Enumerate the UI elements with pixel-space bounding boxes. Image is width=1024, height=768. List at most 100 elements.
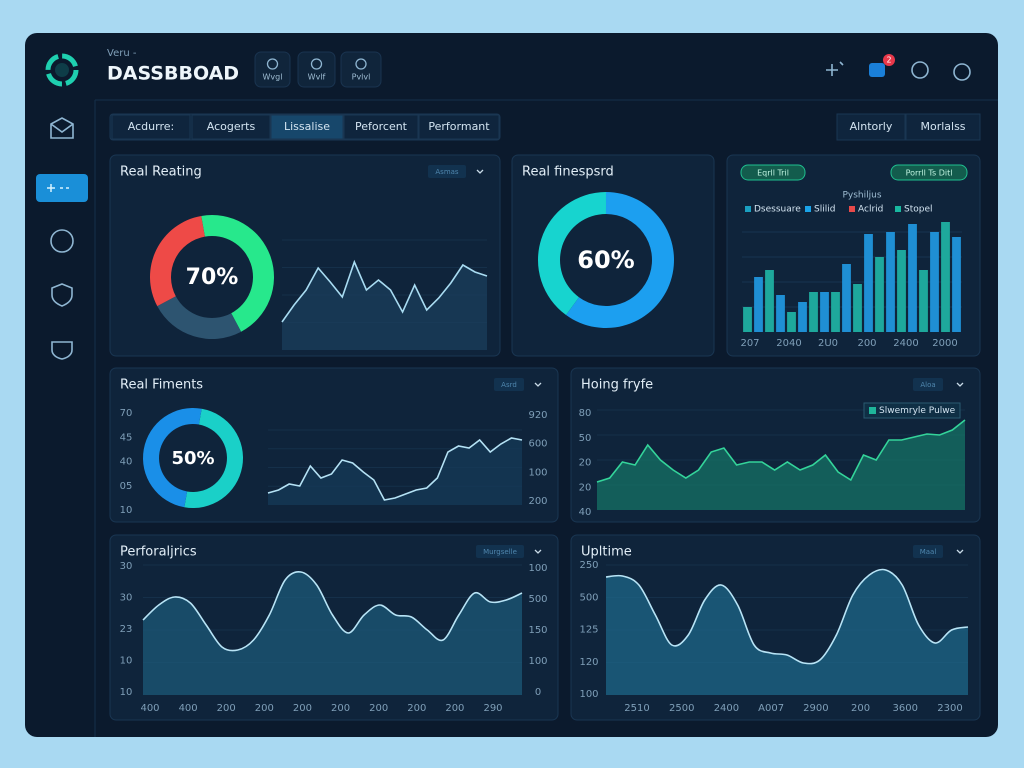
bar bbox=[897, 250, 906, 332]
axis-label: 2900 bbox=[803, 703, 828, 714]
area-line bbox=[605, 568, 969, 665]
axis-label: 0 bbox=[535, 687, 541, 698]
bar bbox=[952, 237, 961, 332]
tab[interactable] bbox=[111, 114, 191, 140]
axis-label: 100 bbox=[528, 563, 547, 574]
dropdown-chevron bbox=[956, 549, 964, 554]
axis-label: 200 bbox=[369, 703, 388, 714]
panel bbox=[109, 154, 501, 357]
donut-segment bbox=[201, 215, 274, 332]
panel-button[interactable] bbox=[890, 164, 968, 181]
axis-label: 2400 bbox=[893, 338, 918, 349]
action-chat[interactable] bbox=[869, 63, 885, 77]
tab[interactable] bbox=[836, 113, 906, 141]
notification-badge bbox=[883, 54, 895, 66]
header-actions bbox=[826, 54, 971, 81]
donut-segment bbox=[150, 215, 205, 307]
bar bbox=[941, 222, 950, 332]
action-power[interactable] bbox=[953, 63, 971, 81]
area-fill bbox=[597, 420, 965, 510]
nav-search[interactable] bbox=[50, 229, 74, 253]
axis-label: 2U0 bbox=[818, 338, 838, 349]
tab[interactable] bbox=[905, 113, 981, 141]
axis-label: 30 bbox=[120, 561, 133, 572]
axis-label: 400 bbox=[179, 703, 198, 714]
notification-count: 2 bbox=[886, 56, 891, 65]
nav-badge[interactable] bbox=[51, 341, 73, 360]
legend-label: Dsessuare bbox=[754, 205, 801, 215]
axis-label: 20 bbox=[579, 482, 592, 493]
tab[interactable] bbox=[191, 114, 271, 140]
panel-title: Real Reating bbox=[120, 165, 202, 180]
tab-label: Acogerts bbox=[207, 120, 256, 133]
sidebar bbox=[36, 117, 88, 360]
bar bbox=[798, 302, 807, 332]
axis-label: 200 bbox=[528, 496, 547, 507]
header-title: DASSBBOAD bbox=[107, 63, 239, 85]
legend-label: Slilid bbox=[814, 205, 835, 215]
axis-label: 2510 bbox=[624, 703, 649, 714]
panel-button[interactable] bbox=[740, 164, 806, 181]
bar bbox=[776, 295, 785, 332]
dropdown[interactable] bbox=[913, 545, 943, 558]
dropdown[interactable] bbox=[913, 378, 943, 391]
axis-label: 05 bbox=[120, 481, 133, 492]
donut-segment bbox=[537, 192, 606, 316]
legend-label: Slwemryle Pulwe bbox=[879, 406, 956, 416]
action-add[interactable] bbox=[826, 61, 844, 76]
panel-title: Perforaljrics bbox=[120, 545, 197, 560]
dropdown-chevron bbox=[956, 382, 964, 387]
dropdown[interactable] bbox=[476, 545, 524, 558]
axis-label: 40 bbox=[120, 457, 133, 468]
dropdown-chevron bbox=[534, 549, 542, 554]
axis-label: 200 bbox=[217, 703, 236, 714]
axis-label: 600 bbox=[528, 439, 547, 450]
donut-segment bbox=[142, 407, 202, 508]
tab[interactable] bbox=[343, 114, 419, 140]
legend-swatch bbox=[895, 206, 901, 212]
bar bbox=[831, 292, 840, 332]
legend-box bbox=[863, 402, 961, 419]
axis-label: 70 bbox=[120, 408, 133, 419]
dropdown[interactable] bbox=[428, 165, 466, 178]
axis-label: 920 bbox=[528, 410, 547, 421]
bar bbox=[908, 224, 917, 332]
axis-label: 40 bbox=[579, 507, 592, 518]
axis-label: 125 bbox=[579, 625, 598, 636]
line-fill bbox=[282, 262, 487, 350]
line-fill bbox=[268, 438, 522, 505]
bar bbox=[743, 307, 752, 332]
nav-mail[interactable] bbox=[50, 117, 74, 139]
nav-shield[interactable] bbox=[51, 283, 73, 307]
axis-label: 30 bbox=[120, 593, 133, 604]
legend-swatch bbox=[869, 407, 876, 414]
axis-label: 200 bbox=[293, 703, 312, 714]
axis-label: 2500 bbox=[669, 703, 694, 714]
logo bbox=[45, 53, 79, 87]
tab-label: Performant bbox=[428, 120, 490, 133]
bar bbox=[820, 292, 829, 332]
tab[interactable] bbox=[418, 114, 500, 140]
axis-label: 200 bbox=[445, 703, 464, 714]
tab[interactable] bbox=[270, 114, 344, 140]
bar bbox=[864, 234, 873, 332]
action-profile[interactable] bbox=[911, 61, 929, 79]
axis-label: 80 bbox=[579, 408, 592, 419]
header-subtitle: Veru - bbox=[107, 48, 137, 59]
axis-label: 100 bbox=[579, 689, 598, 700]
tab-label: Morlalss bbox=[920, 120, 965, 133]
axis-label: 10 bbox=[120, 687, 133, 698]
donut-value: 70% bbox=[186, 265, 239, 290]
bar bbox=[853, 284, 862, 332]
axis-label: 100 bbox=[528, 656, 547, 667]
bar bbox=[754, 277, 763, 332]
donut-segment bbox=[566, 192, 674, 329]
axis-label: 2000 bbox=[932, 338, 957, 349]
axis-label: 50 bbox=[579, 433, 592, 444]
line-line bbox=[267, 437, 523, 501]
header-button-label: Pvlvl bbox=[352, 73, 371, 82]
legend-swatch bbox=[849, 206, 855, 212]
dropdown[interactable] bbox=[494, 378, 524, 391]
legend-label: Stopel bbox=[904, 205, 933, 215]
